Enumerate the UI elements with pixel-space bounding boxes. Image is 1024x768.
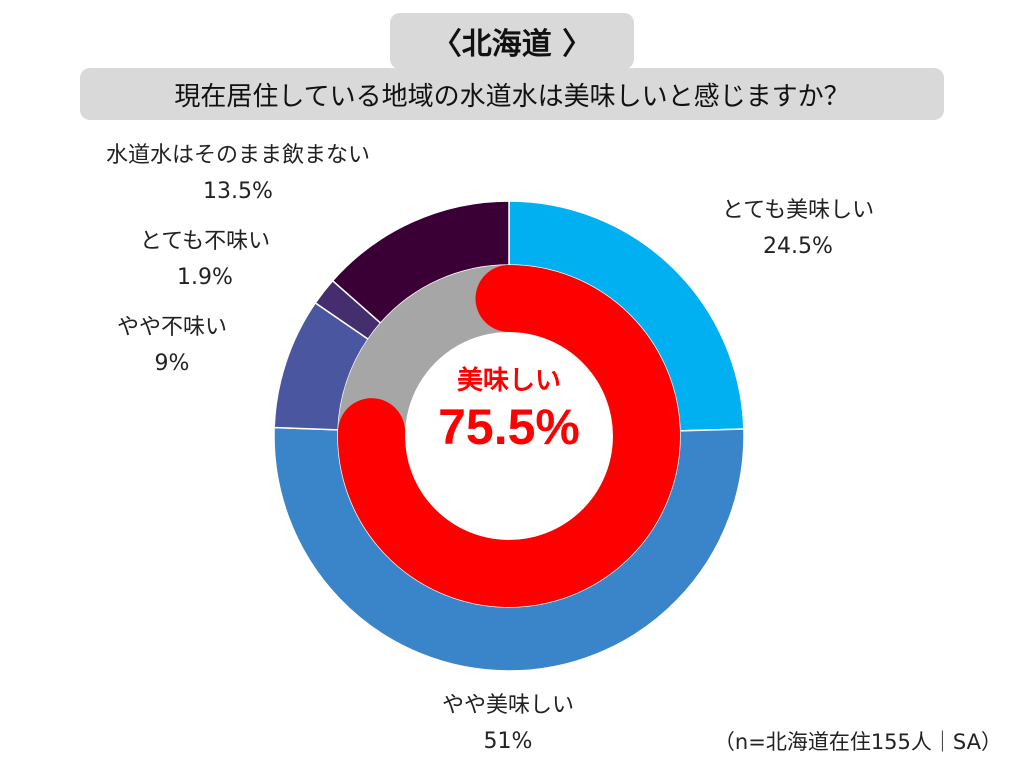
slice-label-dont-drink-name: 水道水はそのまま飲まない [105,143,370,168]
sample-note: （n=北海道在住155人｜SA） [713,730,1002,754]
inner-ring [337,265,680,607]
slice-label-very-tasty-value: 24.5% [763,234,833,259]
slice-label-somewhat-bad-value: 9% [154,351,190,376]
slice-label-very-bad-value: 1.9% [177,265,233,290]
slice-label-very-tasty: とても美味しい 24.5% [668,193,928,265]
slice-label-very-bad: とても不味い 1.9% [75,224,335,296]
inner-highlight-arc [338,265,680,607]
slice-label-somewhat-bad: やや不味い 9% [42,310,302,382]
slice-label-somewhat-tasty-name: やや美味しい [441,693,574,718]
slice-label-somewhat-tasty-value: 51% [483,729,533,754]
slice-label-somewhat-tasty: やや美味しい 51% [378,688,638,760]
slice-label-dont-drink-value: 13.5% [203,179,273,204]
slice-label-dont-drink: 水道水はそのまま飲まない 13.5% [78,138,398,210]
center-label: 美味しい [456,366,561,396]
slice-label-very-bad-name: とても不味い [139,229,271,254]
center-value: 75.5% [438,399,580,455]
chart-title: 〈北海道 〉 [390,13,634,69]
slice-label-very-tasty-name: とても美味しい [721,198,875,223]
chart-question: 現在居住している地域の水道水は美味しいと感じますか？ [80,68,944,120]
slice-label-somewhat-bad-name: やや不味い [116,315,227,340]
